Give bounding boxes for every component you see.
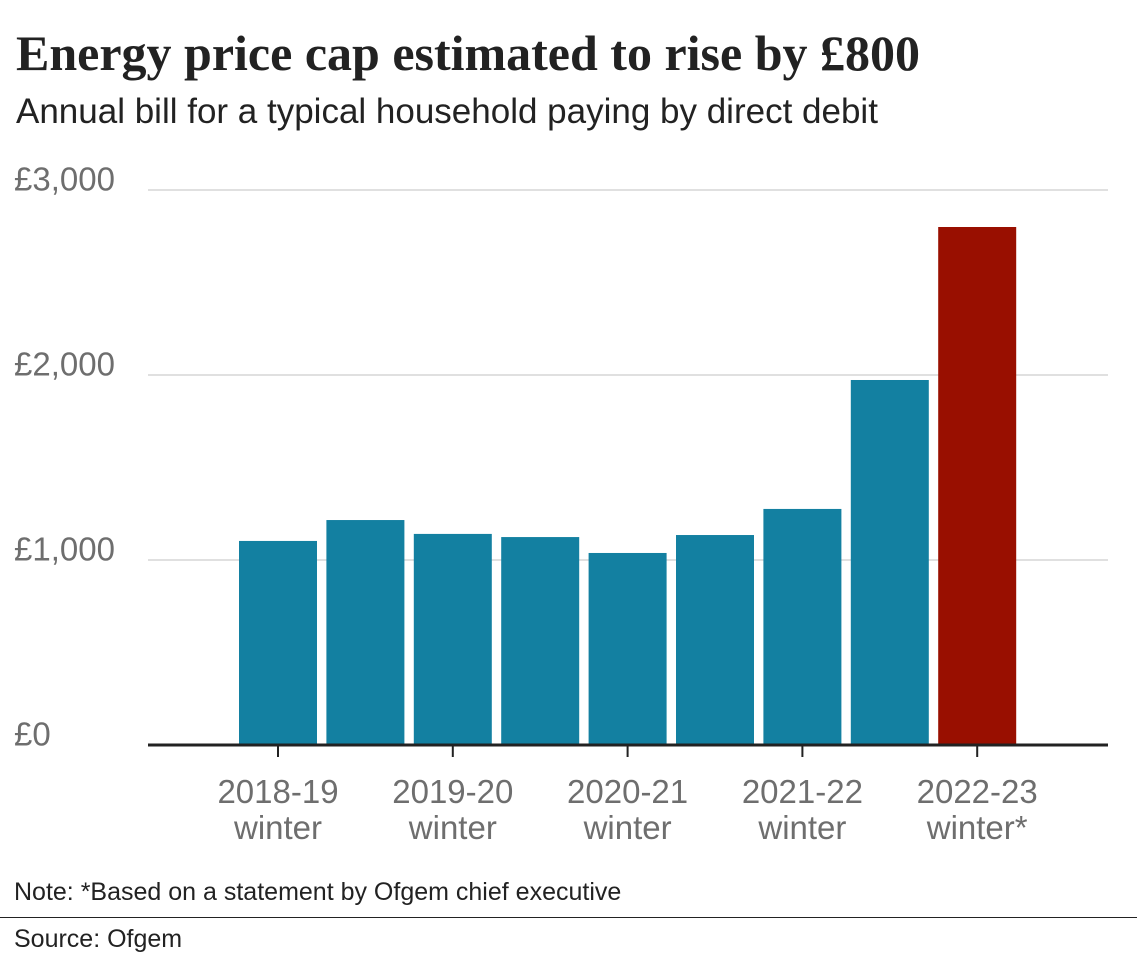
chart-title: Energy price cap estimated to rise by £8… (16, 25, 921, 81)
y-tick-label: £1,000 (14, 531, 115, 568)
x-tick-label: 2019-20 winter (392, 773, 514, 846)
chart-subtitle: Annual bill for a typical household payi… (16, 92, 878, 131)
bar (763, 508, 842, 745)
y-tick-label: £2,000 (14, 346, 115, 383)
x-tick-label: 2022-23 winter* (916, 773, 1038, 846)
note: Note: *Based on a statement by Ofgem chi… (14, 878, 622, 906)
x-tick-label: 2018-19 winter (217, 773, 339, 846)
bar (850, 379, 929, 745)
bar (938, 227, 1017, 745)
bar (413, 533, 492, 745)
divider (0, 917, 1137, 918)
bar (239, 540, 317, 745)
bar (326, 520, 405, 745)
x-tick-label: 2020-21 winter (567, 773, 689, 846)
source: Source: Ofgem (14, 925, 183, 953)
x-tick-label: 2021-22 winter (741, 773, 863, 846)
bar (676, 535, 754, 745)
y-tick-label: £3,000 (14, 161, 115, 198)
bar (501, 537, 580, 745)
y-tick-label: £0 (14, 716, 51, 753)
bar (588, 552, 667, 745)
